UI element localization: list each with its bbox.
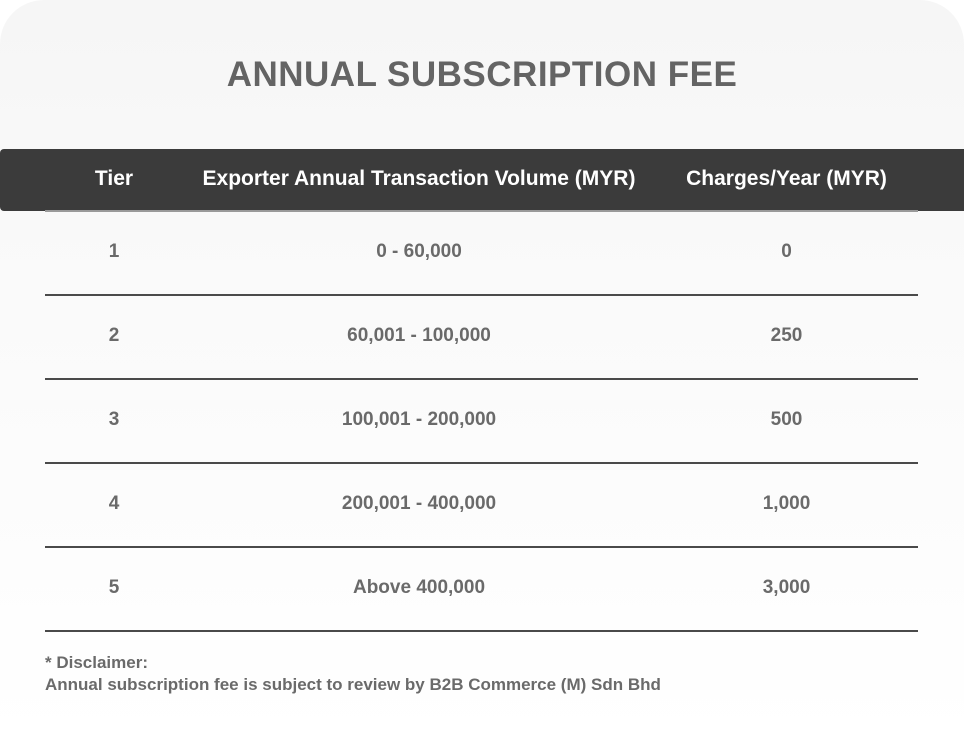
- cell-volume: 0 - 60,000: [376, 241, 462, 262]
- header-charges: Charges/Year (MYR): [686, 167, 887, 190]
- table-row: 4 200,001 - 400,000 1,000: [0, 464, 964, 548]
- cell-volume: Above 400,000: [352, 577, 486, 598]
- page-title: ANNUAL SUBSCRIPTION FEE: [226, 55, 738, 94]
- disclaimer-heading: * Disclaimer:: [45, 653, 148, 672]
- disclaimer: * Disclaimer: Annual subscription fee is…: [45, 652, 905, 696]
- cell-volume: 60,001 - 100,000: [347, 325, 491, 346]
- row-divider: [45, 546, 918, 548]
- cell-tier: 1: [108, 241, 120, 262]
- cell-charges: 1,000: [762, 493, 811, 514]
- cell-charges: 500: [770, 409, 803, 430]
- row-divider: [45, 462, 918, 464]
- header-tier: Tier: [94, 167, 134, 190]
- cell-tier: 5: [108, 577, 120, 598]
- table-header: Tier Exporter Annual Transaction Volume …: [0, 149, 964, 211]
- cell-charges: 3,000: [762, 577, 811, 598]
- disclaimer-text: Annual subscription fee is subject to re…: [45, 675, 661, 694]
- row-divider: [45, 378, 918, 380]
- row-divider: [45, 630, 918, 632]
- table-row: 3 100,001 - 200,000 500: [0, 380, 964, 464]
- cell-charges: 0: [781, 241, 792, 262]
- table-row: 1 0 - 60,000 0: [0, 212, 964, 296]
- cell-charges: 250: [770, 325, 803, 346]
- cell-tier: 4: [108, 493, 120, 514]
- cell-volume: 200,001 - 400,000: [341, 493, 497, 514]
- table-row: 5 Above 400,000 3,000: [0, 548, 964, 632]
- cell-volume: 100,001 - 200,000: [341, 409, 497, 430]
- table-row: 2 60,001 - 100,000 250: [0, 296, 964, 380]
- cell-tier: 2: [108, 325, 120, 346]
- header-volume: Exporter Annual Transaction Volume (MYR): [202, 167, 636, 190]
- header-divider: [45, 210, 918, 212]
- cell-tier: 3: [108, 409, 120, 430]
- row-divider: [45, 294, 918, 296]
